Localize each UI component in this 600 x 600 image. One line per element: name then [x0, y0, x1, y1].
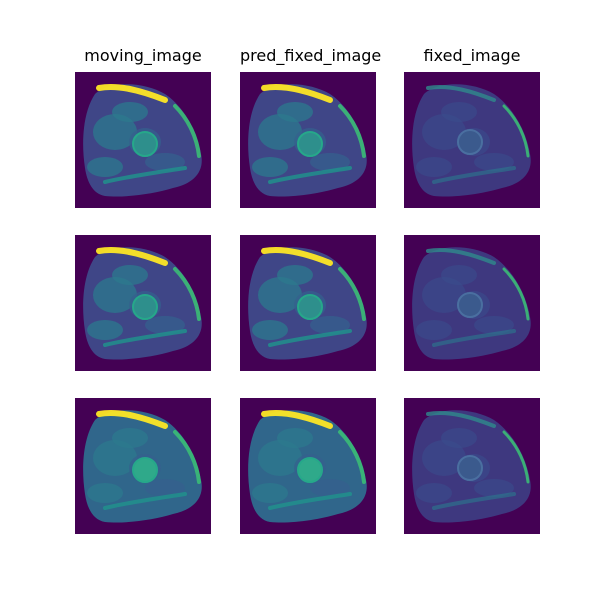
moving-image-row-1 [75, 72, 211, 208]
column-title-moving-image: moving_image [84, 46, 202, 65]
moving-image-row-3 [75, 398, 211, 534]
fixed-image-row-2 [404, 235, 540, 371]
fixed-image-row-3 [404, 398, 540, 534]
fixed-image-row-1 [404, 72, 540, 208]
pred-fixed-image-row-2 [240, 235, 376, 371]
pred-fixed-image-row-1 [240, 72, 376, 208]
column-title-fixed-image: fixed_image [423, 46, 521, 65]
column-title-pred-fixed-image: pred_fixed_image [240, 46, 382, 65]
pred-fixed-image-row-3 [240, 398, 376, 534]
moving-image-row-2 [75, 235, 211, 371]
